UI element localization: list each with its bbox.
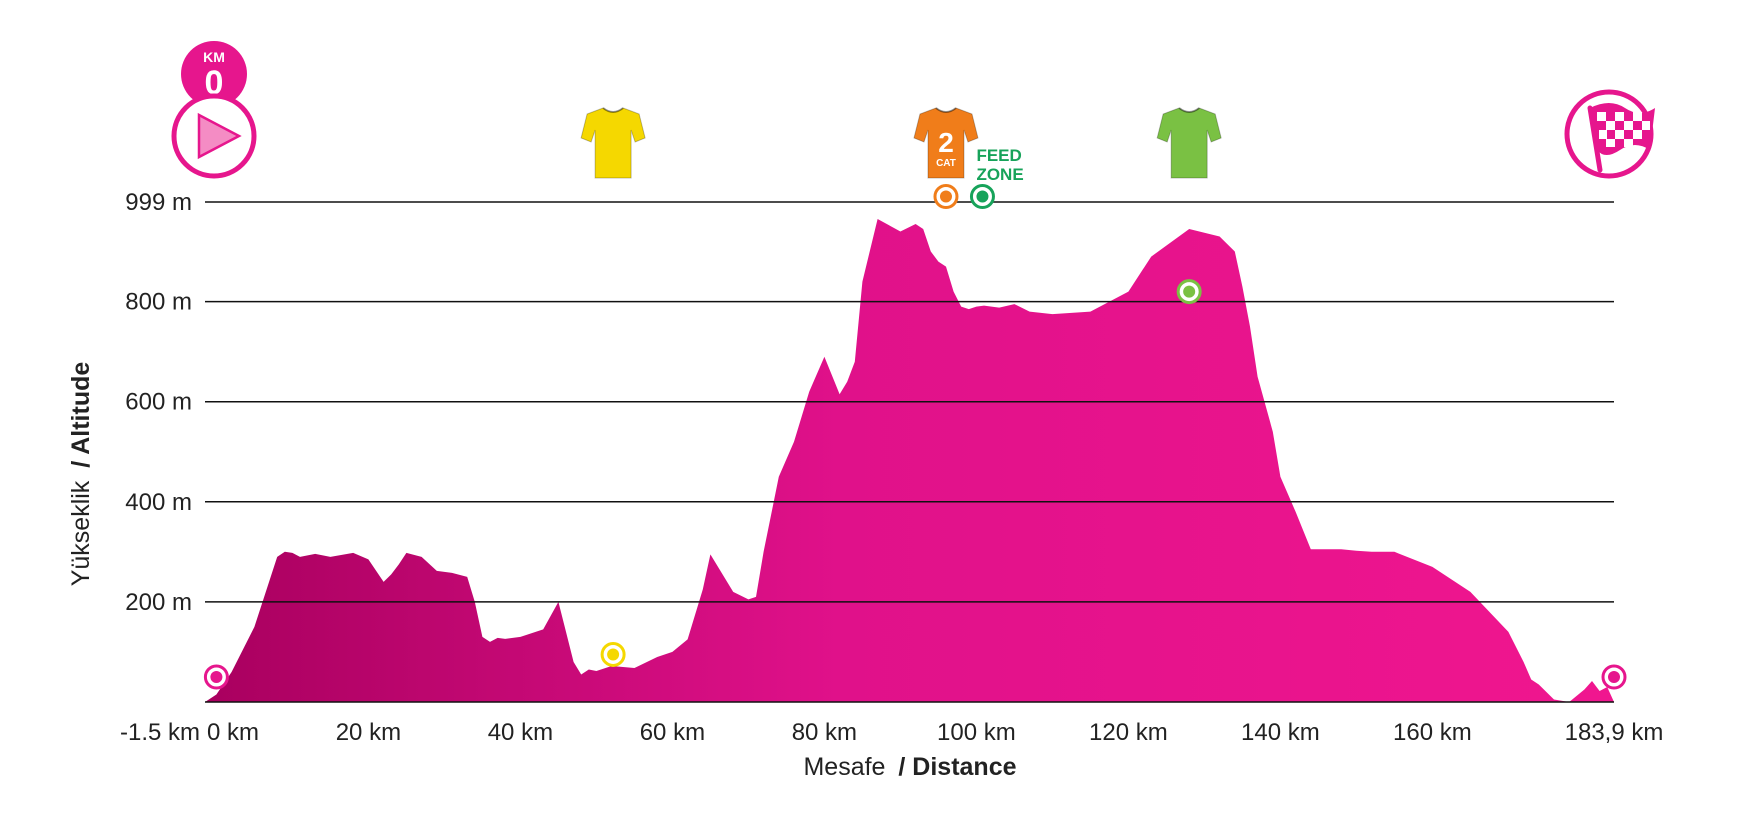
jersey-icon-green: [1156, 107, 1222, 179]
y-tick-label: 800 m: [125, 289, 192, 316]
feed-zone-label: FEED ZONE: [976, 146, 1023, 184]
jersey-collar: [935, 107, 957, 113]
markers: [203, 183, 1627, 690]
jersey-collar: [1178, 107, 1200, 113]
x-tick-labels: -1.5 km 0 km 20 km 40 km 60 km 80 km 100 km 120…: [120, 719, 1663, 746]
jerseys: [580, 107, 1222, 179]
marker-dot-feed: [976, 190, 989, 203]
svg-text:ZONE: ZONE: [976, 165, 1023, 184]
jersey-collar: [602, 107, 624, 113]
jersey-icon-kom: [913, 107, 979, 179]
x-tick-label: -1.5 km: [120, 719, 200, 746]
elevation-profile-area: [205, 219, 1614, 702]
x-tick-label: 160 km: [1393, 719, 1472, 746]
x-tick-label: 0 km: [207, 719, 259, 746]
x-tick-label: 20 km: [336, 719, 401, 746]
marker-dot-start: [210, 670, 223, 683]
svg-text:KM: KM: [203, 49, 225, 65]
svg-text:0: 0: [205, 64, 224, 102]
svg-text:2: 2: [938, 127, 954, 158]
x-tick-label: 100 km: [937, 719, 1016, 746]
jersey-icon-yellow: [580, 107, 646, 179]
svg-text:FEED: FEED: [976, 146, 1021, 165]
y-tick-label: 600 m: [125, 389, 192, 416]
y-tick-label: 200 m: [125, 589, 192, 616]
play-icon: [171, 93, 257, 179]
checkered-flag-icon: [1564, 89, 1655, 179]
svg-text:CAT: CAT: [936, 158, 956, 169]
x-tick-label: 120 km: [1089, 719, 1168, 746]
x-tick-label: 80 km: [792, 719, 857, 746]
gridlines: [205, 201, 1614, 703]
y-tick-label: 999 m: [125, 189, 192, 216]
y-tick-label: 400 m: [125, 489, 192, 516]
y-axis-label: Yükseklik / Altitude: [67, 362, 95, 587]
x-tick-label: 60 km: [640, 719, 705, 746]
x-tick-label: 140 km: [1241, 719, 1320, 746]
km0-badge: KM 0: [181, 41, 247, 107]
x-tick-label: 183,9 km: [1565, 719, 1664, 746]
x-axis-label: Mesafe / Distance: [803, 753, 1016, 781]
marker-dot-kom: [939, 190, 952, 203]
marker-dot-finish: [1608, 670, 1620, 683]
marker-dot-green: [1183, 285, 1196, 298]
y-tick-labels: 200 m 400 m 600 m 800 m 999 m: [125, 189, 192, 616]
kom-jersey-label: 2 CAT: [936, 127, 956, 169]
x-tick-label: 40 km: [488, 719, 553, 746]
marker-dot-yellow: [607, 648, 620, 661]
